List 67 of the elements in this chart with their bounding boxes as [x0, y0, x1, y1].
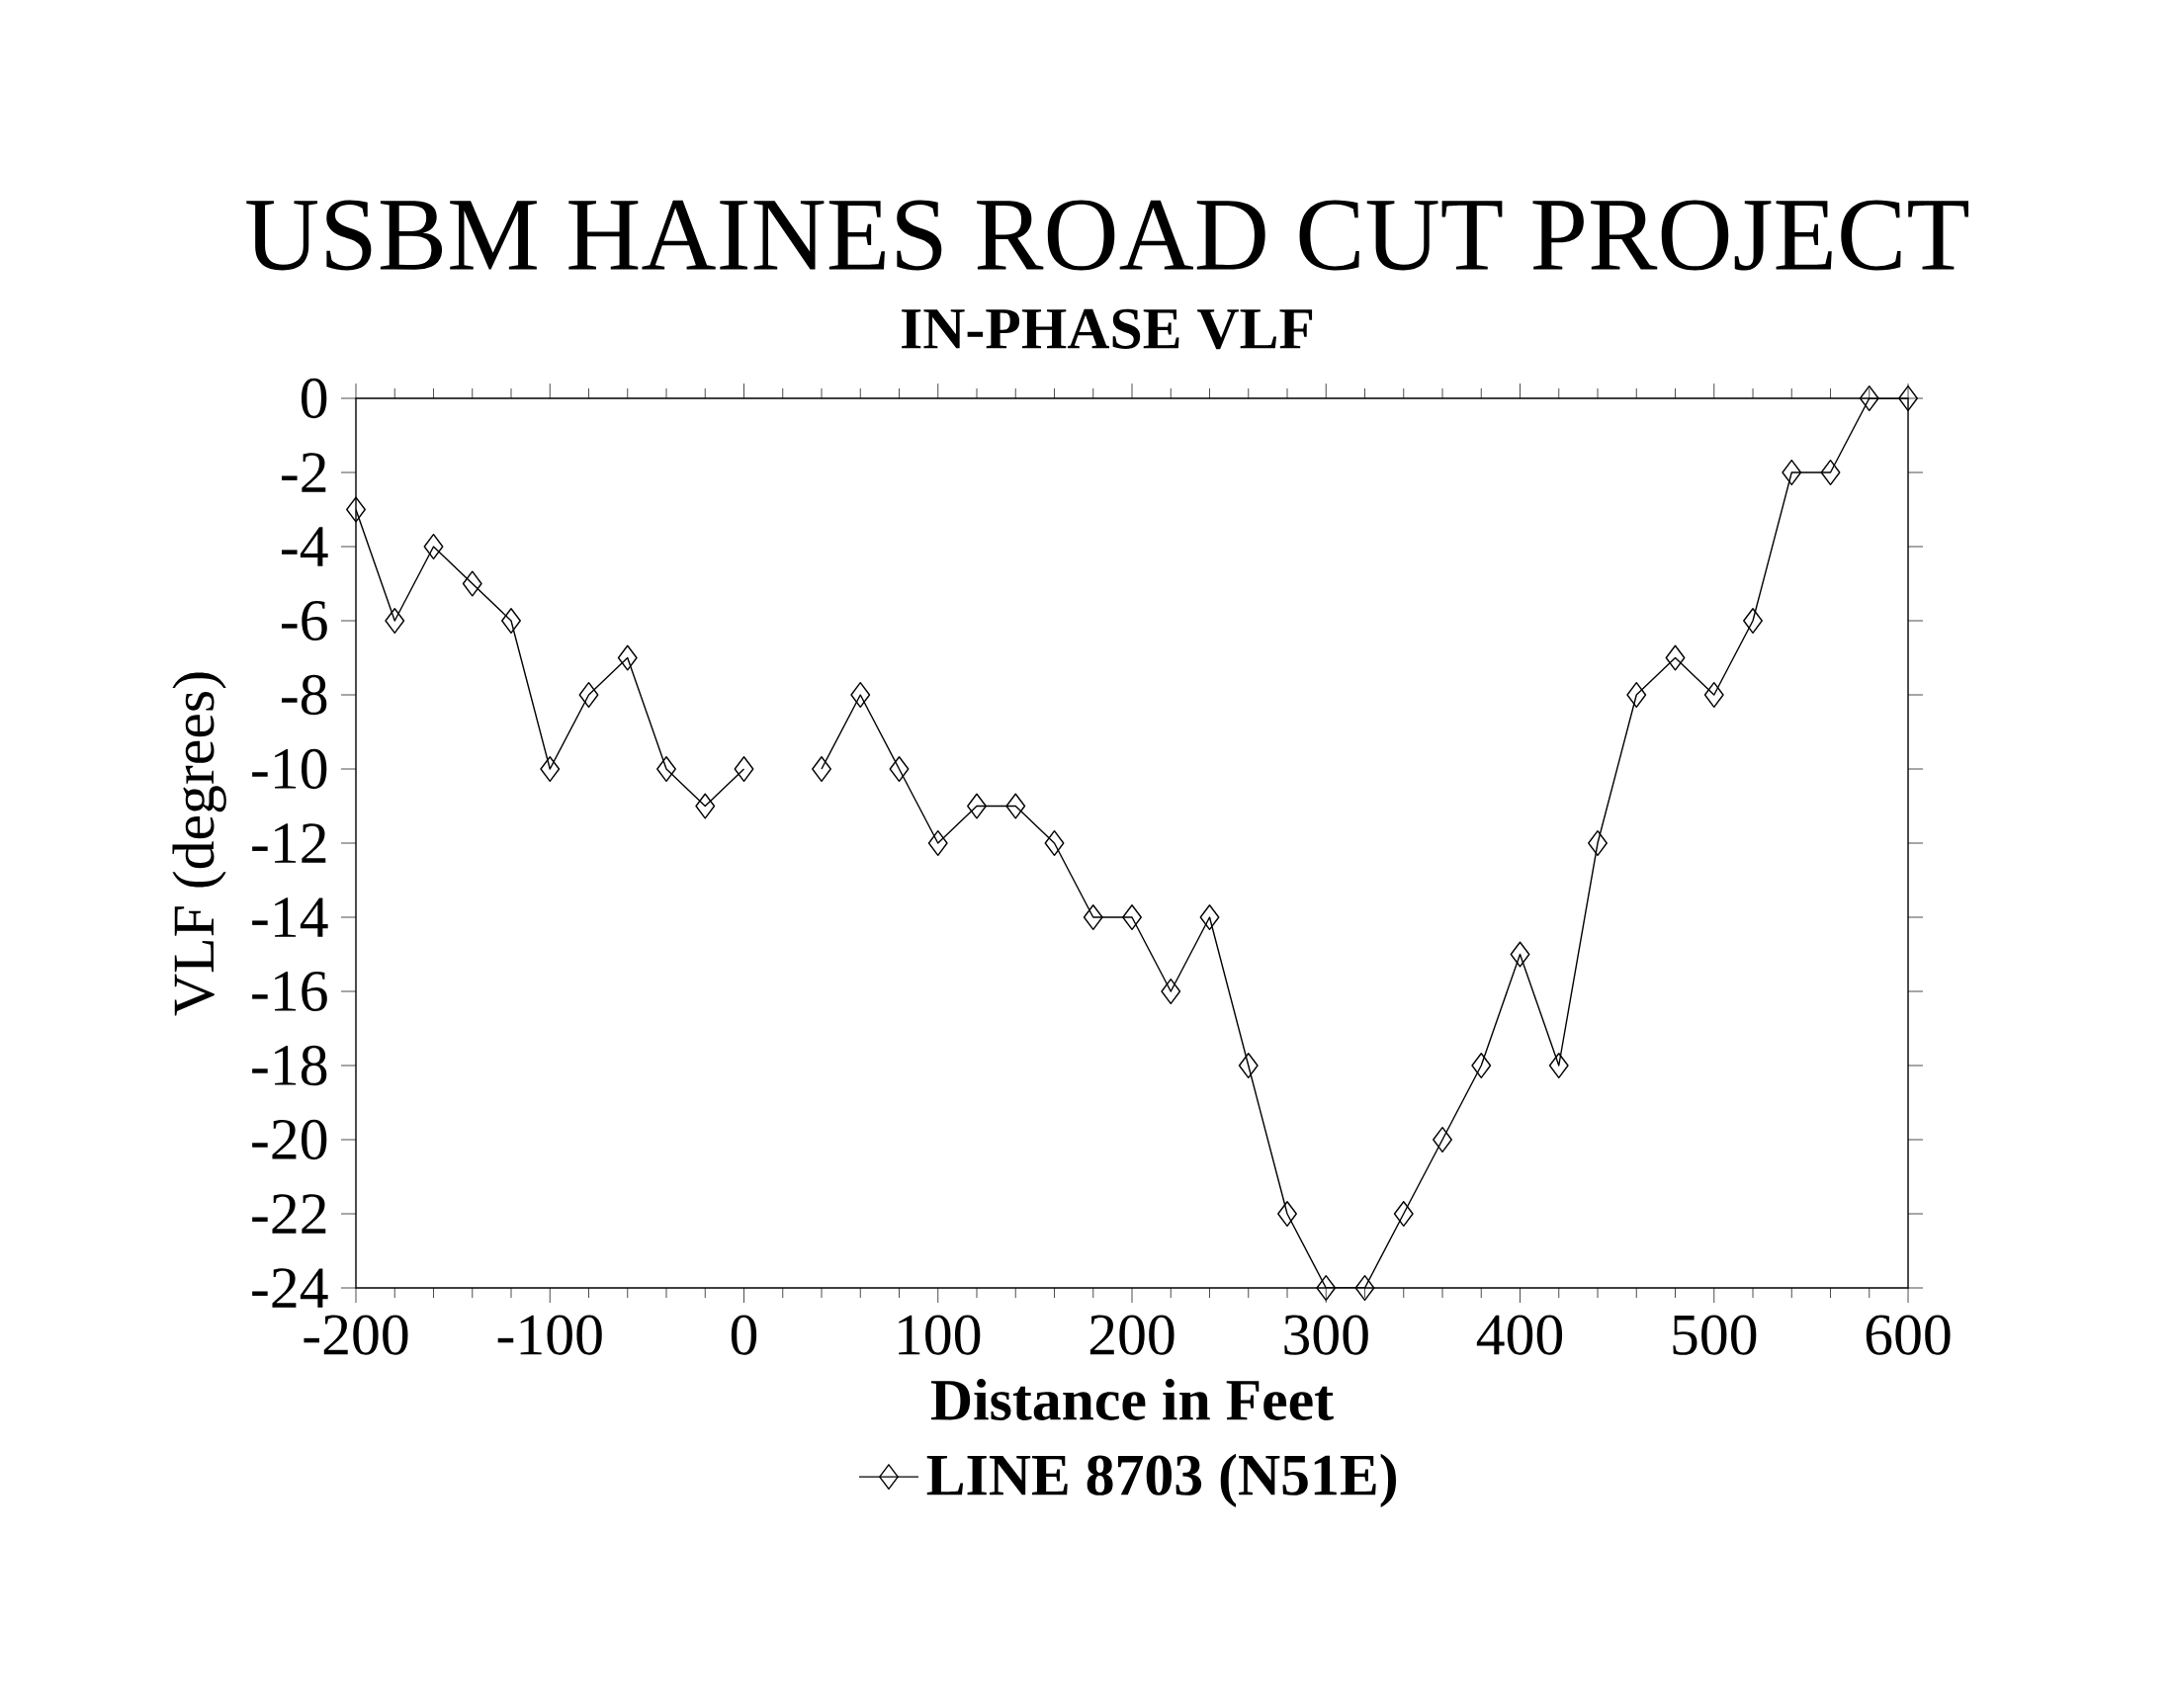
x-tick-label: 100	[899, 1315, 981, 1355]
point	[850, 681, 871, 709]
point	[1122, 904, 1142, 931]
point	[1044, 829, 1065, 857]
x-tick-label: -200	[304, 1315, 408, 1355]
point	[1898, 384, 1918, 412]
y-tick-label: -12	[252, 823, 326, 863]
point	[1433, 1126, 1452, 1153]
x-tick-label: 0	[731, 1315, 757, 1355]
point	[889, 756, 910, 783]
legend-label: LINE 8703 (N51E)	[926, 1453, 1396, 1507]
point	[385, 608, 405, 635]
point	[1859, 384, 1879, 412]
point	[1316, 1274, 1337, 1302]
point	[1083, 904, 1103, 931]
chart-title: USBM HAINES ROAD CUT PROJECT	[246, 200, 1968, 271]
point	[1820, 459, 1841, 486]
point	[346, 496, 366, 523]
point	[1161, 978, 1181, 1005]
y-tick-label: -2	[282, 453, 326, 492]
x-tick-label: 300	[1284, 1315, 1368, 1355]
point	[695, 793, 716, 819]
point	[1277, 1201, 1297, 1228]
y-tick-label: 0	[301, 378, 327, 419]
y-tick-label: -8	[282, 674, 327, 716]
point	[1665, 644, 1686, 671]
point	[540, 756, 561, 783]
y-tick-label: -22	[252, 1194, 326, 1234]
point	[1199, 904, 1220, 931]
point	[812, 756, 831, 783]
point	[1354, 1274, 1375, 1302]
point	[617, 644, 638, 671]
y-tick-label: -24	[252, 1268, 328, 1308]
point	[1548, 1053, 1569, 1079]
x-tick-label: 200	[1089, 1315, 1174, 1355]
point	[1743, 608, 1763, 635]
point	[1471, 1053, 1492, 1079]
point	[578, 681, 599, 709]
y-tick-label: -16	[252, 971, 327, 1012]
point	[1626, 681, 1647, 709]
point	[656, 756, 676, 783]
point	[501, 608, 521, 635]
x-tick-label: 600	[1866, 1315, 1951, 1355]
y-tick-label: -14	[252, 897, 328, 937]
point	[423, 533, 444, 560]
point	[967, 793, 987, 819]
point	[734, 756, 754, 783]
x-tick-label: -100	[497, 1315, 602, 1355]
x-tick-label: 500	[1673, 1315, 1757, 1355]
point	[1393, 1201, 1414, 1228]
y-tick-label: -20	[252, 1119, 327, 1160]
chart-subtitle: IN-PHASE VLF	[902, 308, 1313, 350]
x-tick-label: 400	[1476, 1315, 1563, 1355]
point	[1510, 941, 1530, 968]
point	[1005, 793, 1026, 819]
point	[462, 570, 482, 597]
x-axis-title: Distance in Feet	[930, 1378, 1334, 1420]
y-tick-label: -18	[252, 1045, 327, 1086]
y-tick-label: -4	[282, 527, 328, 566]
y-axis-title: VLF (degrees)	[172, 672, 226, 1016]
point	[1588, 829, 1608, 857]
point	[1238, 1053, 1259, 1079]
point	[1703, 681, 1724, 709]
point	[1782, 459, 1802, 486]
y-tick-label: -10	[252, 748, 327, 790]
y-tick-label: -6	[282, 600, 327, 641]
point	[927, 829, 948, 857]
